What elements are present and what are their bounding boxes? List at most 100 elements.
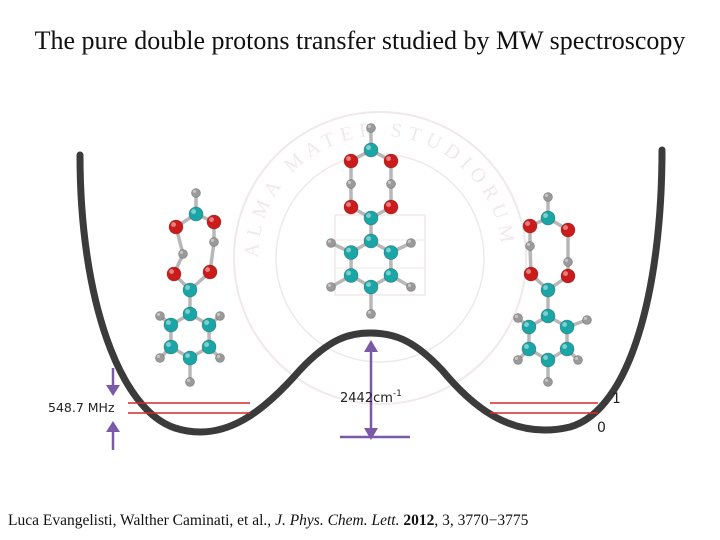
atom-highlight xyxy=(524,344,529,349)
atom-highlight xyxy=(562,322,568,327)
atom-highlight xyxy=(185,353,190,358)
atom-highlight xyxy=(209,217,214,222)
atom-highlight xyxy=(346,270,352,276)
atom-highlight xyxy=(156,312,160,316)
carbon-atom xyxy=(182,282,198,298)
hydrogen-atom xyxy=(406,282,416,292)
hydrogen-atom xyxy=(215,353,225,363)
barrier-label: 2442cm-1 xyxy=(340,389,402,406)
atom-highlight xyxy=(367,124,371,128)
atom-highlight xyxy=(185,309,190,314)
citation: Luca Evangelisti, Walther Caminati, et a… xyxy=(8,512,720,530)
splitting-arrows xyxy=(106,368,120,450)
atom-highlight xyxy=(583,316,587,320)
carbon-atom xyxy=(363,233,379,249)
carbon-atom xyxy=(188,206,204,222)
oxygen-atom xyxy=(383,199,399,215)
energy-levels xyxy=(128,402,598,414)
hydrogen-atom xyxy=(406,238,416,248)
atom-highlight xyxy=(543,355,548,360)
hydrogen-atom xyxy=(386,179,396,189)
citation-details: , 3, 3770−3775 xyxy=(434,512,529,529)
atom-highlight xyxy=(216,312,220,316)
atom-highlight xyxy=(564,258,568,262)
atom-highlight xyxy=(386,202,391,207)
atom-highlight xyxy=(204,320,210,325)
atom-highlight xyxy=(156,354,160,358)
atom-highlight xyxy=(407,283,411,287)
carbon-atom xyxy=(163,317,179,333)
barrier-value: 2442cm xyxy=(340,391,393,406)
hydrogen-atom xyxy=(155,311,165,321)
atom-highlight xyxy=(346,156,351,161)
oxygen-atom xyxy=(343,199,359,215)
hydrogen-atom xyxy=(155,353,165,363)
svg-text:ALMA MATER STUDIORUM: ALMA MATER STUDIORUM xyxy=(241,119,519,259)
atom-highlight xyxy=(171,222,176,227)
atom-highlight xyxy=(166,342,171,347)
oxygen-atom xyxy=(522,218,538,234)
atom-highlight xyxy=(543,213,548,218)
atom-highlight xyxy=(347,180,351,184)
hydrogen-atom xyxy=(543,377,553,387)
atom-highlight xyxy=(525,221,530,226)
atom-highlight xyxy=(544,378,548,382)
carbon-atom xyxy=(383,268,399,283)
carbon-atom xyxy=(363,142,379,158)
oxygen-atom xyxy=(383,153,399,169)
atom-highlight xyxy=(526,269,531,274)
citation-year: 2012 xyxy=(403,512,435,529)
molecule-transition-state xyxy=(326,123,416,319)
oxygen-atom xyxy=(166,266,182,282)
hydrogen-atom xyxy=(543,192,553,202)
slide-title: The pure double protons transfer studied… xyxy=(34,26,686,55)
atom-highlight xyxy=(543,285,548,290)
atom-highlight xyxy=(346,247,352,253)
hydrogen-atom xyxy=(366,123,376,133)
atom-highlight xyxy=(366,282,371,287)
carbon-atom xyxy=(521,319,537,335)
hydrogen-atom xyxy=(215,311,225,321)
carbon-atom xyxy=(163,339,179,355)
oxygen-atom xyxy=(560,268,576,284)
atom-highlight xyxy=(514,314,518,318)
atom-highlight xyxy=(563,225,568,230)
barrier-height-arrow xyxy=(340,340,410,440)
carbon-atom xyxy=(363,210,379,226)
molecule-dimer-left xyxy=(155,188,225,387)
oxygen-atom xyxy=(560,222,576,238)
carbon-atom xyxy=(540,352,556,368)
atom-highlight xyxy=(386,247,391,253)
carbon-atom xyxy=(559,319,575,335)
level-label-lower: 0 xyxy=(597,420,606,436)
carbon-atom xyxy=(540,282,556,298)
atom-highlight xyxy=(327,239,331,243)
atom-highlight xyxy=(543,311,548,316)
carbon-atom xyxy=(521,341,537,357)
oxygen-atom xyxy=(168,219,184,235)
atom-highlight xyxy=(327,283,331,287)
atom-highlight xyxy=(205,267,210,272)
atom-highlight xyxy=(524,322,529,327)
atom-highlight xyxy=(387,180,391,184)
carbon-atom xyxy=(363,279,379,295)
atom-highlight xyxy=(179,250,183,254)
oxygen-atom xyxy=(523,266,539,282)
atom-highlight xyxy=(366,213,371,218)
oxygen-atom xyxy=(206,214,222,230)
atom-highlight xyxy=(169,269,174,274)
hydrogen-atom xyxy=(582,315,592,325)
citation-authors: Luca Evangelisti, Walther Caminati, et a… xyxy=(8,512,276,529)
hydrogen-atom xyxy=(513,355,523,365)
hydrogen-atom xyxy=(513,313,523,323)
hydrogen-atom xyxy=(209,237,219,247)
atom-highlight xyxy=(563,271,568,276)
double-well-potential-curve xyxy=(76,146,666,436)
atom-highlight xyxy=(407,239,411,243)
carbon-atom xyxy=(182,350,198,366)
atom-highlight xyxy=(210,238,214,242)
splitting-label: 548.7 MHz xyxy=(48,400,115,415)
oxygen-atom xyxy=(343,153,359,169)
barrier-exponent: -1 xyxy=(393,389,402,399)
